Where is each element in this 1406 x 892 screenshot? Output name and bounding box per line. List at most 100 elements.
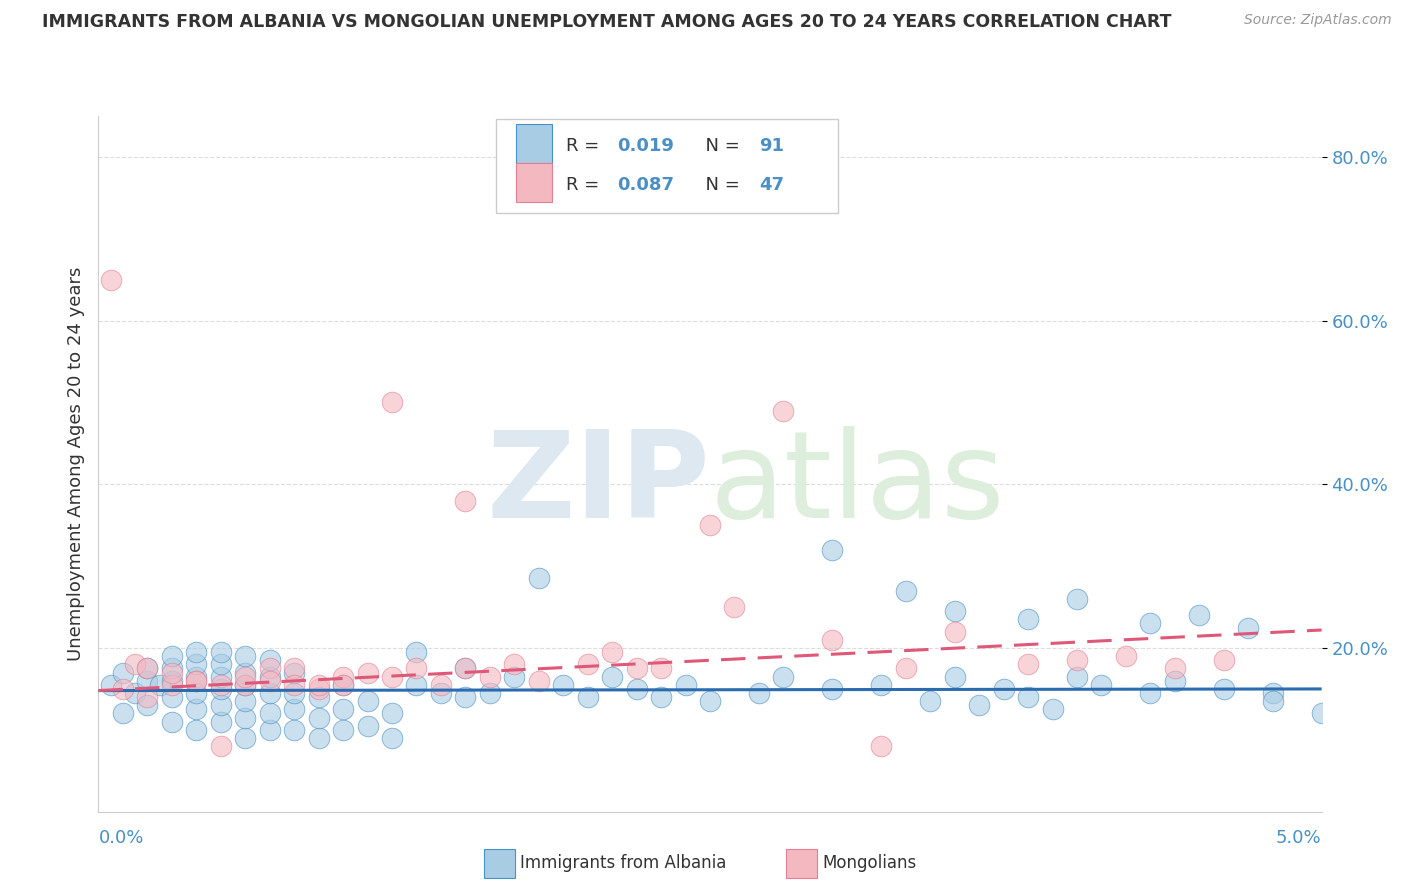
Point: [332, 678, 354, 692]
Point: [1139, 616, 1161, 631]
Point: [111, 665, 134, 680]
Point: [233, 678, 256, 692]
Point: [1017, 690, 1039, 705]
Point: [124, 686, 146, 700]
Point: [993, 681, 1015, 696]
Point: [160, 673, 183, 688]
Point: [478, 670, 501, 684]
Point: [308, 710, 330, 724]
Point: [259, 723, 281, 737]
Point: [209, 714, 232, 729]
Point: [503, 670, 526, 684]
Point: [186, 673, 208, 688]
Point: [233, 694, 256, 708]
Point: [259, 686, 281, 700]
Point: [233, 710, 256, 724]
Point: [503, 657, 526, 672]
Y-axis label: Unemployment Among Ages 20 to 24 years: Unemployment Among Ages 20 to 24 years: [66, 267, 84, 661]
Point: [332, 702, 354, 716]
Point: [160, 649, 183, 664]
Point: [1164, 661, 1187, 675]
Point: [1042, 702, 1064, 716]
Point: [870, 739, 893, 754]
Point: [283, 661, 305, 675]
Point: [308, 690, 330, 705]
Point: [259, 661, 281, 675]
Point: [136, 661, 159, 675]
Point: [356, 719, 378, 733]
Text: IMMIGRANTS FROM ALBANIA VS MONGOLIAN UNEMPLOYMENT AMONG AGES 20 TO 24 YEARS CORR: IMMIGRANTS FROM ALBANIA VS MONGOLIAN UNE…: [42, 13, 1171, 31]
Point: [233, 731, 256, 745]
Point: [650, 661, 672, 675]
Point: [209, 657, 232, 672]
Text: N =: N =: [695, 136, 745, 155]
Point: [1066, 653, 1088, 667]
Point: [1017, 657, 1039, 672]
Point: [600, 670, 623, 684]
Point: [748, 686, 770, 700]
Point: [136, 673, 159, 688]
Point: [1017, 612, 1039, 626]
Point: [283, 686, 305, 700]
Point: [233, 670, 256, 684]
Point: [209, 645, 232, 659]
Point: [381, 395, 404, 409]
Point: [576, 657, 599, 672]
Point: [699, 694, 721, 708]
FancyBboxPatch shape: [496, 120, 838, 213]
Point: [209, 681, 232, 696]
Text: 0.087: 0.087: [617, 176, 673, 194]
Point: [186, 670, 208, 684]
Point: [186, 645, 208, 659]
Point: [821, 632, 844, 647]
Point: [943, 624, 966, 639]
Point: [209, 678, 232, 692]
Point: [160, 661, 183, 675]
Point: [209, 698, 232, 713]
Point: [136, 698, 159, 713]
Text: 47: 47: [759, 176, 785, 194]
Point: [478, 686, 501, 700]
Text: N =: N =: [695, 176, 745, 194]
Point: [283, 702, 305, 716]
Point: [209, 670, 232, 684]
Point: [332, 678, 354, 692]
Point: [186, 723, 208, 737]
Point: [186, 702, 208, 716]
Point: [186, 686, 208, 700]
Point: [699, 518, 721, 533]
Point: [1066, 591, 1088, 606]
Text: R =: R =: [565, 176, 605, 194]
Point: [186, 673, 208, 688]
Point: [233, 649, 256, 664]
Text: ZIP: ZIP: [486, 426, 710, 543]
Point: [283, 665, 305, 680]
Point: [454, 690, 477, 705]
Point: [1310, 706, 1333, 721]
Point: [1261, 694, 1284, 708]
Point: [124, 657, 146, 672]
Point: [454, 661, 477, 675]
Point: [772, 670, 794, 684]
Point: [527, 571, 550, 585]
Point: [454, 493, 477, 508]
Point: [405, 661, 427, 675]
Point: [308, 731, 330, 745]
Point: [259, 706, 281, 721]
Point: [600, 645, 623, 659]
Point: [1139, 686, 1161, 700]
Point: [160, 714, 183, 729]
Point: [160, 690, 183, 705]
Text: R =: R =: [565, 136, 605, 155]
Point: [553, 678, 575, 692]
Point: [723, 600, 745, 615]
FancyBboxPatch shape: [516, 162, 553, 202]
Point: [1188, 608, 1211, 623]
Point: [821, 542, 844, 557]
Point: [1212, 653, 1234, 667]
Point: [943, 670, 966, 684]
Point: [821, 681, 844, 696]
Point: [308, 681, 330, 696]
Point: [430, 686, 453, 700]
Point: [626, 661, 648, 675]
